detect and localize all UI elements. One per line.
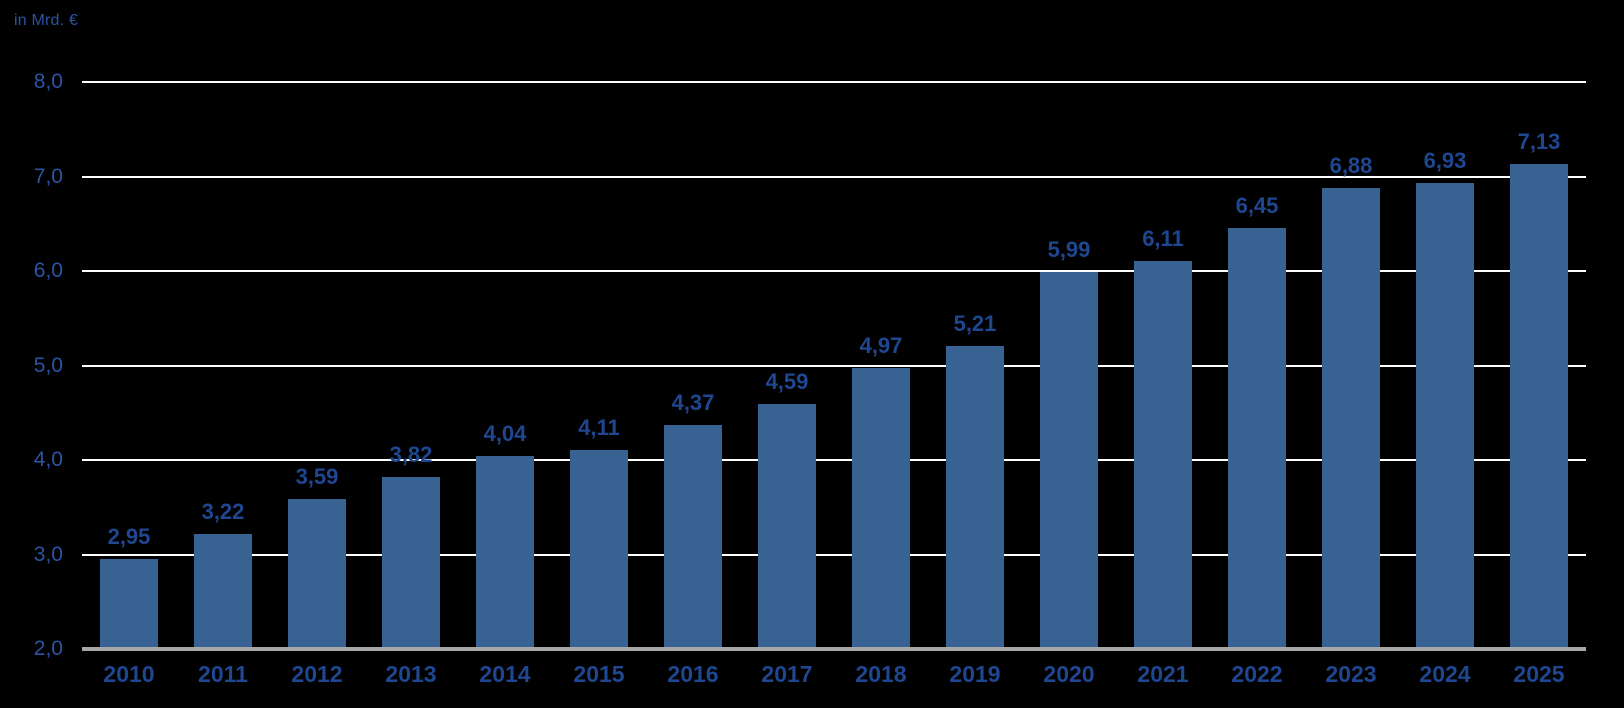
bar-2020 [1039,271,1099,649]
x-tick-label-2018: 2018 [855,661,907,687]
x-tick-label-2025: 2025 [1513,661,1565,687]
value-label-2012: 3,59 [295,463,339,489]
plot-area: 8,0 7,0 6,0 5,0 4,0 3,0 2,0 2,95 2010 3,22 2011 3,5… [34,70,1586,687]
value-label-2025: 7,13 [1517,129,1561,155]
value-label-2019: 5,21 [953,310,997,336]
value-label-2011: 3,22 [201,498,245,524]
bar-group-2025: 7,13 2025 [1492,82,1586,687]
bar-2018 [851,368,911,649]
bar-group-2020: 5,99 2020 [1022,82,1116,687]
value-label-2020: 5,99 [1047,236,1091,262]
x-tick-label-2020: 2020 [1043,661,1095,687]
bar-group-2012: 3,59 2012 [270,82,364,687]
gridline [82,175,1586,178]
bar-group-2024: 6,93 2024 [1398,82,1492,687]
x-tick-label-2010: 2010 [103,661,155,687]
bar-2011 [193,533,253,649]
value-label-2021: 6,11 [1142,225,1184,251]
value-label-2018: 4,97 [859,333,903,359]
x-tick-label-2014: 2014 [479,661,531,687]
x-tick-label-2017: 2017 [761,661,813,687]
y-tick-label: 2,0 [33,637,63,660]
bar-2012 [287,498,347,649]
x-tick-label-2022: 2022 [1231,661,1283,687]
gridline [82,553,1586,556]
bar-2019 [945,345,1005,649]
bar-group-2015: 4,11 2015 [552,82,646,687]
x-tick-label-2011: 2011 [198,661,248,687]
bar-2023 [1321,187,1381,649]
value-label-2010: 2,95 [107,524,151,550]
gridline [82,270,1586,272]
bar-2015 [569,449,629,649]
x-tick-label-2012: 2012 [291,661,343,687]
bar-group-2010: 2,95 2010 [82,82,176,687]
x-tick-label-2024: 2024 [1419,661,1471,687]
bar-2021 [1133,260,1193,649]
x-tick-label-2013: 2013 [385,661,437,687]
x-tick-label-2023: 2023 [1325,661,1377,687]
x-tick-label-2019: 2019 [949,661,1001,687]
gridline [82,459,1586,461]
value-label-2023: 6,88 [1329,152,1373,178]
y-tick-label: 3,0 [33,542,63,566]
bar-2025 [1509,164,1569,649]
bar-2016 [663,425,723,649]
y-tick-label: 5,0 [33,353,63,377]
bar-2014 [475,456,535,649]
y-tick-label: 4,0 [33,448,63,471]
value-label-2015: 4,11 [578,414,620,440]
bar-2013 [381,477,441,649]
y-tick-label: 7,0 [33,164,63,188]
bar-group-2017: 4,59 2017 [740,82,834,687]
bar-group-2013: 3,82 2013 [364,82,458,687]
bar-2024 [1415,183,1475,649]
bar-group-2019: 5,21 2019 [928,82,1022,687]
y-tick-label: 8,0 [33,70,63,93]
x-tick-label-2021: 2021 [1137,661,1189,687]
value-label-2013: 3,82 [389,442,433,468]
gridline [82,81,1586,83]
axis-unit-label: in Mrd. € [14,12,79,29]
bar-2017 [757,404,817,649]
y-tick-label: 6,0 [33,259,63,282]
bar-group-2022: 6,45 2022 [1210,82,1304,687]
value-label-2024: 6,93 [1423,148,1467,174]
x-axis-line [82,647,1586,651]
gridline [82,364,1586,367]
bar-group-2021: 6,11 2021 [1116,82,1210,687]
x-tick-label-2015: 2015 [573,661,625,687]
bar-group-2014: 4,04 2014 [458,82,552,687]
bar-group-2018: 4,97 2018 [834,82,928,687]
bar-group-2011: 3,22 2011 [176,82,270,687]
x-tick-label-2016: 2016 [667,661,719,687]
bar-group-2023: 6,88 2023 [1304,82,1398,687]
value-label-2017: 4,59 [765,369,809,395]
value-label-2014: 4,04 [483,421,527,447]
bar-2022 [1227,228,1287,649]
value-label-2016: 4,37 [671,390,715,416]
bar-group-2016: 4,37 2016 [646,82,740,687]
value-label-2022: 6,45 [1235,193,1279,219]
bar-2010 [99,559,159,649]
